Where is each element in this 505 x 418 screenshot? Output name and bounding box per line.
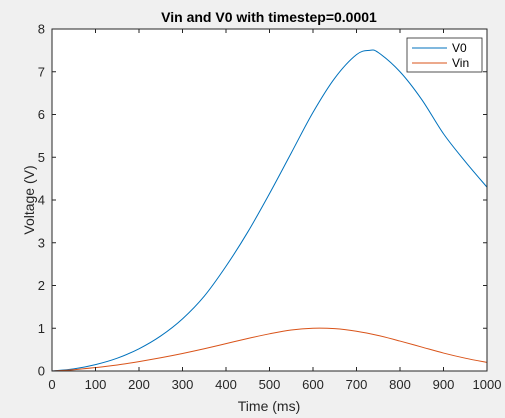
- plot-area: [52, 29, 487, 371]
- x-tick-label: 300: [172, 377, 194, 392]
- x-tick-label: 700: [346, 377, 368, 392]
- x-tick-label: 200: [128, 377, 150, 392]
- y-tick-label: 3: [38, 235, 45, 250]
- legend-label-vin: Vin: [452, 56, 469, 70]
- x-tick-label: 1000: [473, 377, 502, 392]
- x-tick-label: 600: [302, 377, 324, 392]
- x-tick-label: 0: [48, 377, 55, 392]
- y-tick-label: 4: [38, 193, 45, 208]
- x-tick-label: 400: [215, 377, 237, 392]
- y-tick-label: 2: [38, 278, 45, 293]
- chart-title: Vin and V0 with timestep=0.0001: [161, 9, 377, 25]
- x-tick-label: 500: [259, 377, 281, 392]
- y-tick-label: 7: [38, 64, 45, 79]
- y-tick-label: 6: [38, 107, 45, 122]
- legend-label-v0: V0: [452, 41, 467, 55]
- series-line-v0: [51, 49, 488, 372]
- series-line-vin: [51, 327, 488, 372]
- plot-frame: [51, 28, 488, 372]
- x-tick-label: 800: [389, 377, 411, 392]
- legend-box: [406, 37, 483, 73]
- x-tick-label: 100: [85, 377, 107, 392]
- x-tick-label: 900: [433, 377, 455, 392]
- y-tick-label: 0: [38, 364, 45, 379]
- y-axis-label: Voltage (V): [21, 165, 37, 234]
- y-tick-label: 1: [38, 321, 45, 336]
- y-tick-label: 5: [38, 150, 45, 165]
- x-axis-label: Time (ms): [238, 398, 300, 414]
- y-tick-label: 8: [38, 22, 45, 37]
